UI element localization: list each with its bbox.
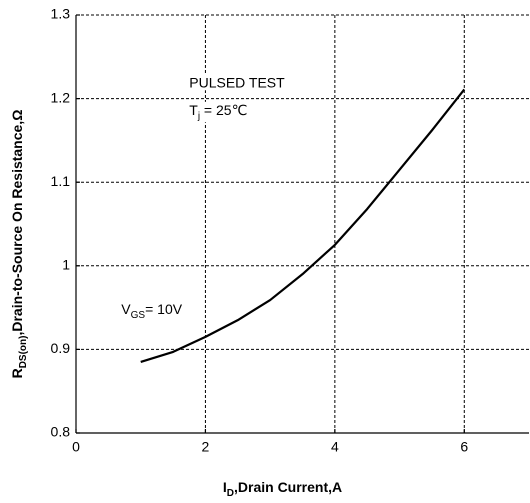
annotation-bg bbox=[119, 300, 185, 322]
y-tick-label: 1.3 bbox=[51, 6, 71, 22]
y-tick-label: 0.8 bbox=[51, 424, 71, 440]
x-tick-label: 0 bbox=[72, 439, 80, 455]
annotation: PULSED TEST bbox=[189, 74, 285, 90]
subscript: DS(on) bbox=[18, 336, 29, 369]
label-part: T bbox=[189, 102, 198, 118]
y-tick-label: 1.1 bbox=[51, 173, 71, 189]
label-part: R bbox=[9, 368, 25, 378]
y-axis-label: RDS(on),Drain-to-Source On Resistance,Ω bbox=[9, 110, 29, 379]
label-part: = 10V bbox=[145, 301, 183, 317]
annotation-bg bbox=[187, 74, 288, 91]
annotation: VGS= 10V bbox=[121, 301, 182, 321]
x-tick-label: 2 bbox=[202, 439, 210, 455]
x-tick-label: 4 bbox=[331, 439, 339, 455]
subscript: j bbox=[197, 111, 200, 122]
subscript: D bbox=[227, 488, 234, 499]
label-part: I bbox=[223, 479, 227, 495]
label-part: V bbox=[121, 301, 131, 317]
x-axis-label: ID,Drain Current,A bbox=[223, 479, 342, 499]
label-part: PULSED TEST bbox=[189, 74, 285, 90]
data-line bbox=[140, 88, 466, 363]
y-tick-label: 0.9 bbox=[51, 340, 71, 356]
label-part: ,Drain Current,A bbox=[234, 479, 342, 495]
label-part: ,Drain-to-Source On Resistance,Ω bbox=[9, 110, 25, 336]
subscript: GS bbox=[131, 310, 146, 321]
annotation: Tj = 25℃ bbox=[189, 102, 247, 122]
label-part: = 25℃ bbox=[200, 102, 247, 118]
x-tick-label: 6 bbox=[460, 439, 468, 455]
y-tick-label: 1 bbox=[62, 257, 70, 273]
annotation-bg bbox=[187, 101, 250, 123]
y-tick-label: 1.2 bbox=[51, 89, 71, 105]
